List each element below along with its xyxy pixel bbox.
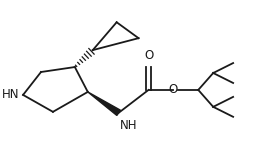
Text: O: O [169,83,178,96]
Polygon shape [88,92,120,116]
Text: NH: NH [120,119,137,132]
Text: O: O [144,49,153,62]
Text: HN: HN [1,88,19,101]
